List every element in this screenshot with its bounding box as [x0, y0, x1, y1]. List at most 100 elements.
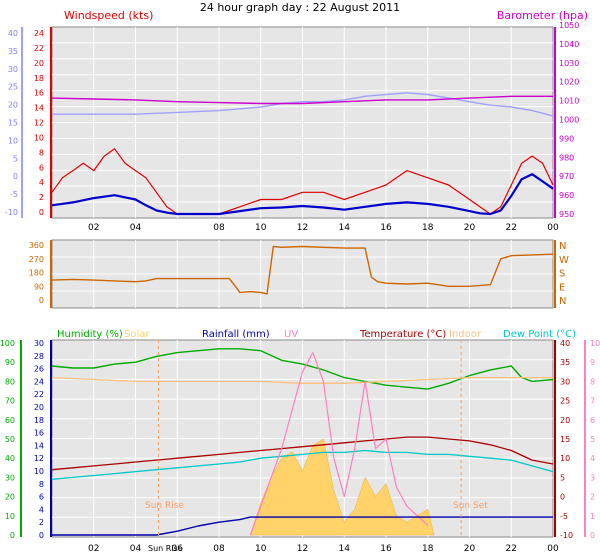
windspeed-tick-label: 14 — [34, 104, 44, 113]
hour-tick-label-wind: 04 — [130, 223, 142, 233]
uv-tick-label: 2 — [590, 493, 595, 502]
barometer-tick-label: 1000 — [559, 116, 579, 125]
barometer-tick-label: 1020 — [559, 78, 579, 87]
windspeed-tick-label: 2 — [39, 193, 44, 202]
rainfall-series — [52, 516, 553, 536]
temperature-tick-label: 15 — [560, 435, 570, 444]
uv-tick-label: 7 — [590, 397, 595, 406]
outer-tick-label: 15 — [8, 119, 18, 128]
outer-tick-label: 5 — [13, 154, 18, 163]
temperature-tick-label: -5 — [560, 512, 568, 521]
rainfall-tick-label: 26 — [34, 365, 44, 374]
legend-item: Indoor — [449, 329, 482, 340]
humidity-tick-label: 20 — [5, 493, 15, 502]
windspeed-tick-label: 4 — [39, 178, 44, 187]
humidity-tick-label: 0 — [10, 531, 15, 540]
hour-tick-label-bottom: 02 — [88, 544, 99, 554]
rainfall-tick-label: 24 — [34, 377, 44, 386]
temperature-tick-label: 40 — [560, 339, 570, 348]
wind-direction-series — [51, 245, 554, 295]
hour-tick-label-wind: 16 — [380, 223, 392, 233]
sunrise-annotation: Sun Rise — [145, 501, 184, 511]
barometer-axis-title: Barometer (hpa) — [497, 9, 588, 22]
windspeed-tick-label: 18 — [34, 74, 44, 83]
temperature-tick-label: 30 — [560, 377, 570, 386]
outer-tick-label: 40 — [8, 29, 18, 38]
outer-tick-label: 30 — [8, 65, 18, 74]
uv-tick-label: 1 — [590, 512, 595, 521]
windspeed-tick-label: 12 — [34, 119, 44, 128]
legend-item: Dew Point (°C) — [503, 329, 576, 340]
humidity-tick-label: 60 — [5, 416, 15, 425]
legend-item: Rainfall (mm) — [202, 329, 270, 340]
humidity-tick-label: 10 — [5, 512, 15, 521]
rainfall-tick-label: 10 — [34, 467, 44, 476]
hour-tick-label-bottom: 10 — [255, 544, 267, 554]
temperature-series — [51, 436, 554, 471]
compass-tick-label: N — [559, 241, 566, 252]
windspeed-tick-label: 20 — [34, 59, 44, 68]
page-title: 24 hour graph day : 22 August 2011 — [200, 1, 400, 14]
windspeed-tick-label: 6 — [39, 163, 44, 172]
temperature-tick-label: 10 — [560, 454, 570, 463]
rainfall-tick-label: 22 — [34, 390, 44, 399]
barometer-tick-label: 1050 — [559, 21, 579, 30]
uv-tick-label: 10 — [590, 339, 600, 348]
humidity-series — [51, 348, 554, 390]
temperature-tick-label: 5 — [560, 473, 565, 482]
uv-tick-label: 6 — [590, 416, 595, 425]
hour-tick-label-wind: 20 — [464, 223, 476, 233]
compass-tick-label: S — [559, 269, 565, 280]
direction-tick-label: 360 — [29, 241, 44, 250]
humidity-tick-label: 50 — [5, 435, 15, 444]
barometer-tick-label: 1010 — [559, 97, 579, 106]
hour-tick-label-bottom: 06 — [172, 544, 184, 554]
temperature-tick-label: 0 — [560, 493, 565, 502]
humidity-tick-label: 30 — [5, 473, 15, 482]
compass-tick-label: W — [559, 255, 569, 266]
hour-tick-label-wind: 08 — [213, 223, 225, 233]
rainfall-tick-label: 6 — [39, 493, 44, 502]
legend-item: Temperature (°C) — [359, 329, 446, 340]
dewpoint-series — [51, 449, 554, 480]
windspeed-tick-label: 8 — [39, 148, 44, 157]
outer-tick-label: 10 — [8, 136, 18, 145]
barometer-tick-label: 990 — [559, 134, 574, 143]
windspeed-tick-label: 22 — [34, 44, 44, 53]
rainfall-tick-label: 20 — [34, 403, 44, 412]
uv-tick-label: 8 — [590, 377, 595, 386]
temperature-humidity-panel: Humidity (%) Solar Rainfall (mm) UV Temperat… — [0, 329, 600, 553]
uv-tick-label: 5 — [590, 435, 595, 444]
hour-tick-label-wind: 18 — [422, 223, 434, 233]
rainfall-tick-label: 0 — [39, 531, 44, 540]
temperature-tick-label: 25 — [560, 397, 570, 406]
sunrise-axis-annotation: Sun Rise — [148, 544, 183, 553]
humidity-tick-label: 100 — [0, 339, 15, 348]
hour-tick-label-bottom: 12 — [297, 544, 308, 554]
rainfall-tick-label: 4 — [39, 505, 44, 514]
windspeed-tick-label: 24 — [34, 29, 44, 38]
hour-tick-label-bottom: 04 — [130, 544, 142, 554]
sunset-annotation: Sun Set — [453, 501, 488, 511]
rainfall-tick-label: 30 — [34, 339, 44, 348]
hour-tick-label-wind: 00 — [547, 223, 559, 233]
wind-barometer-panel: Windspeed (kts) Barometer (hpa) 24222018… — [5, 9, 588, 219]
windspeed-tick-label: 16 — [34, 89, 44, 98]
uv-tick-label: 3 — [590, 473, 595, 482]
legend-item: Solar — [124, 329, 150, 340]
outer-tick-label: -5 — [10, 190, 18, 199]
hour-tick-label-bottom: 20 — [464, 544, 476, 554]
wind-grid — [52, 27, 553, 218]
legend-item: UV — [284, 329, 298, 340]
barometer-series — [51, 95, 553, 105]
uv-tick-label: 9 — [590, 358, 595, 367]
direction-tick-label: 270 — [29, 255, 44, 264]
direction-tick-label: 90 — [34, 282, 44, 291]
hour-tick-label-bottom: 00 — [547, 544, 559, 554]
uv-tick-label: 4 — [590, 454, 595, 463]
legend: Humidity (%) Solar Rainfall (mm) UV Temperat… — [57, 329, 576, 340]
hour-tick-label-bottom: 08 — [213, 544, 225, 554]
barometer-tick-label: 970 — [559, 172, 574, 181]
